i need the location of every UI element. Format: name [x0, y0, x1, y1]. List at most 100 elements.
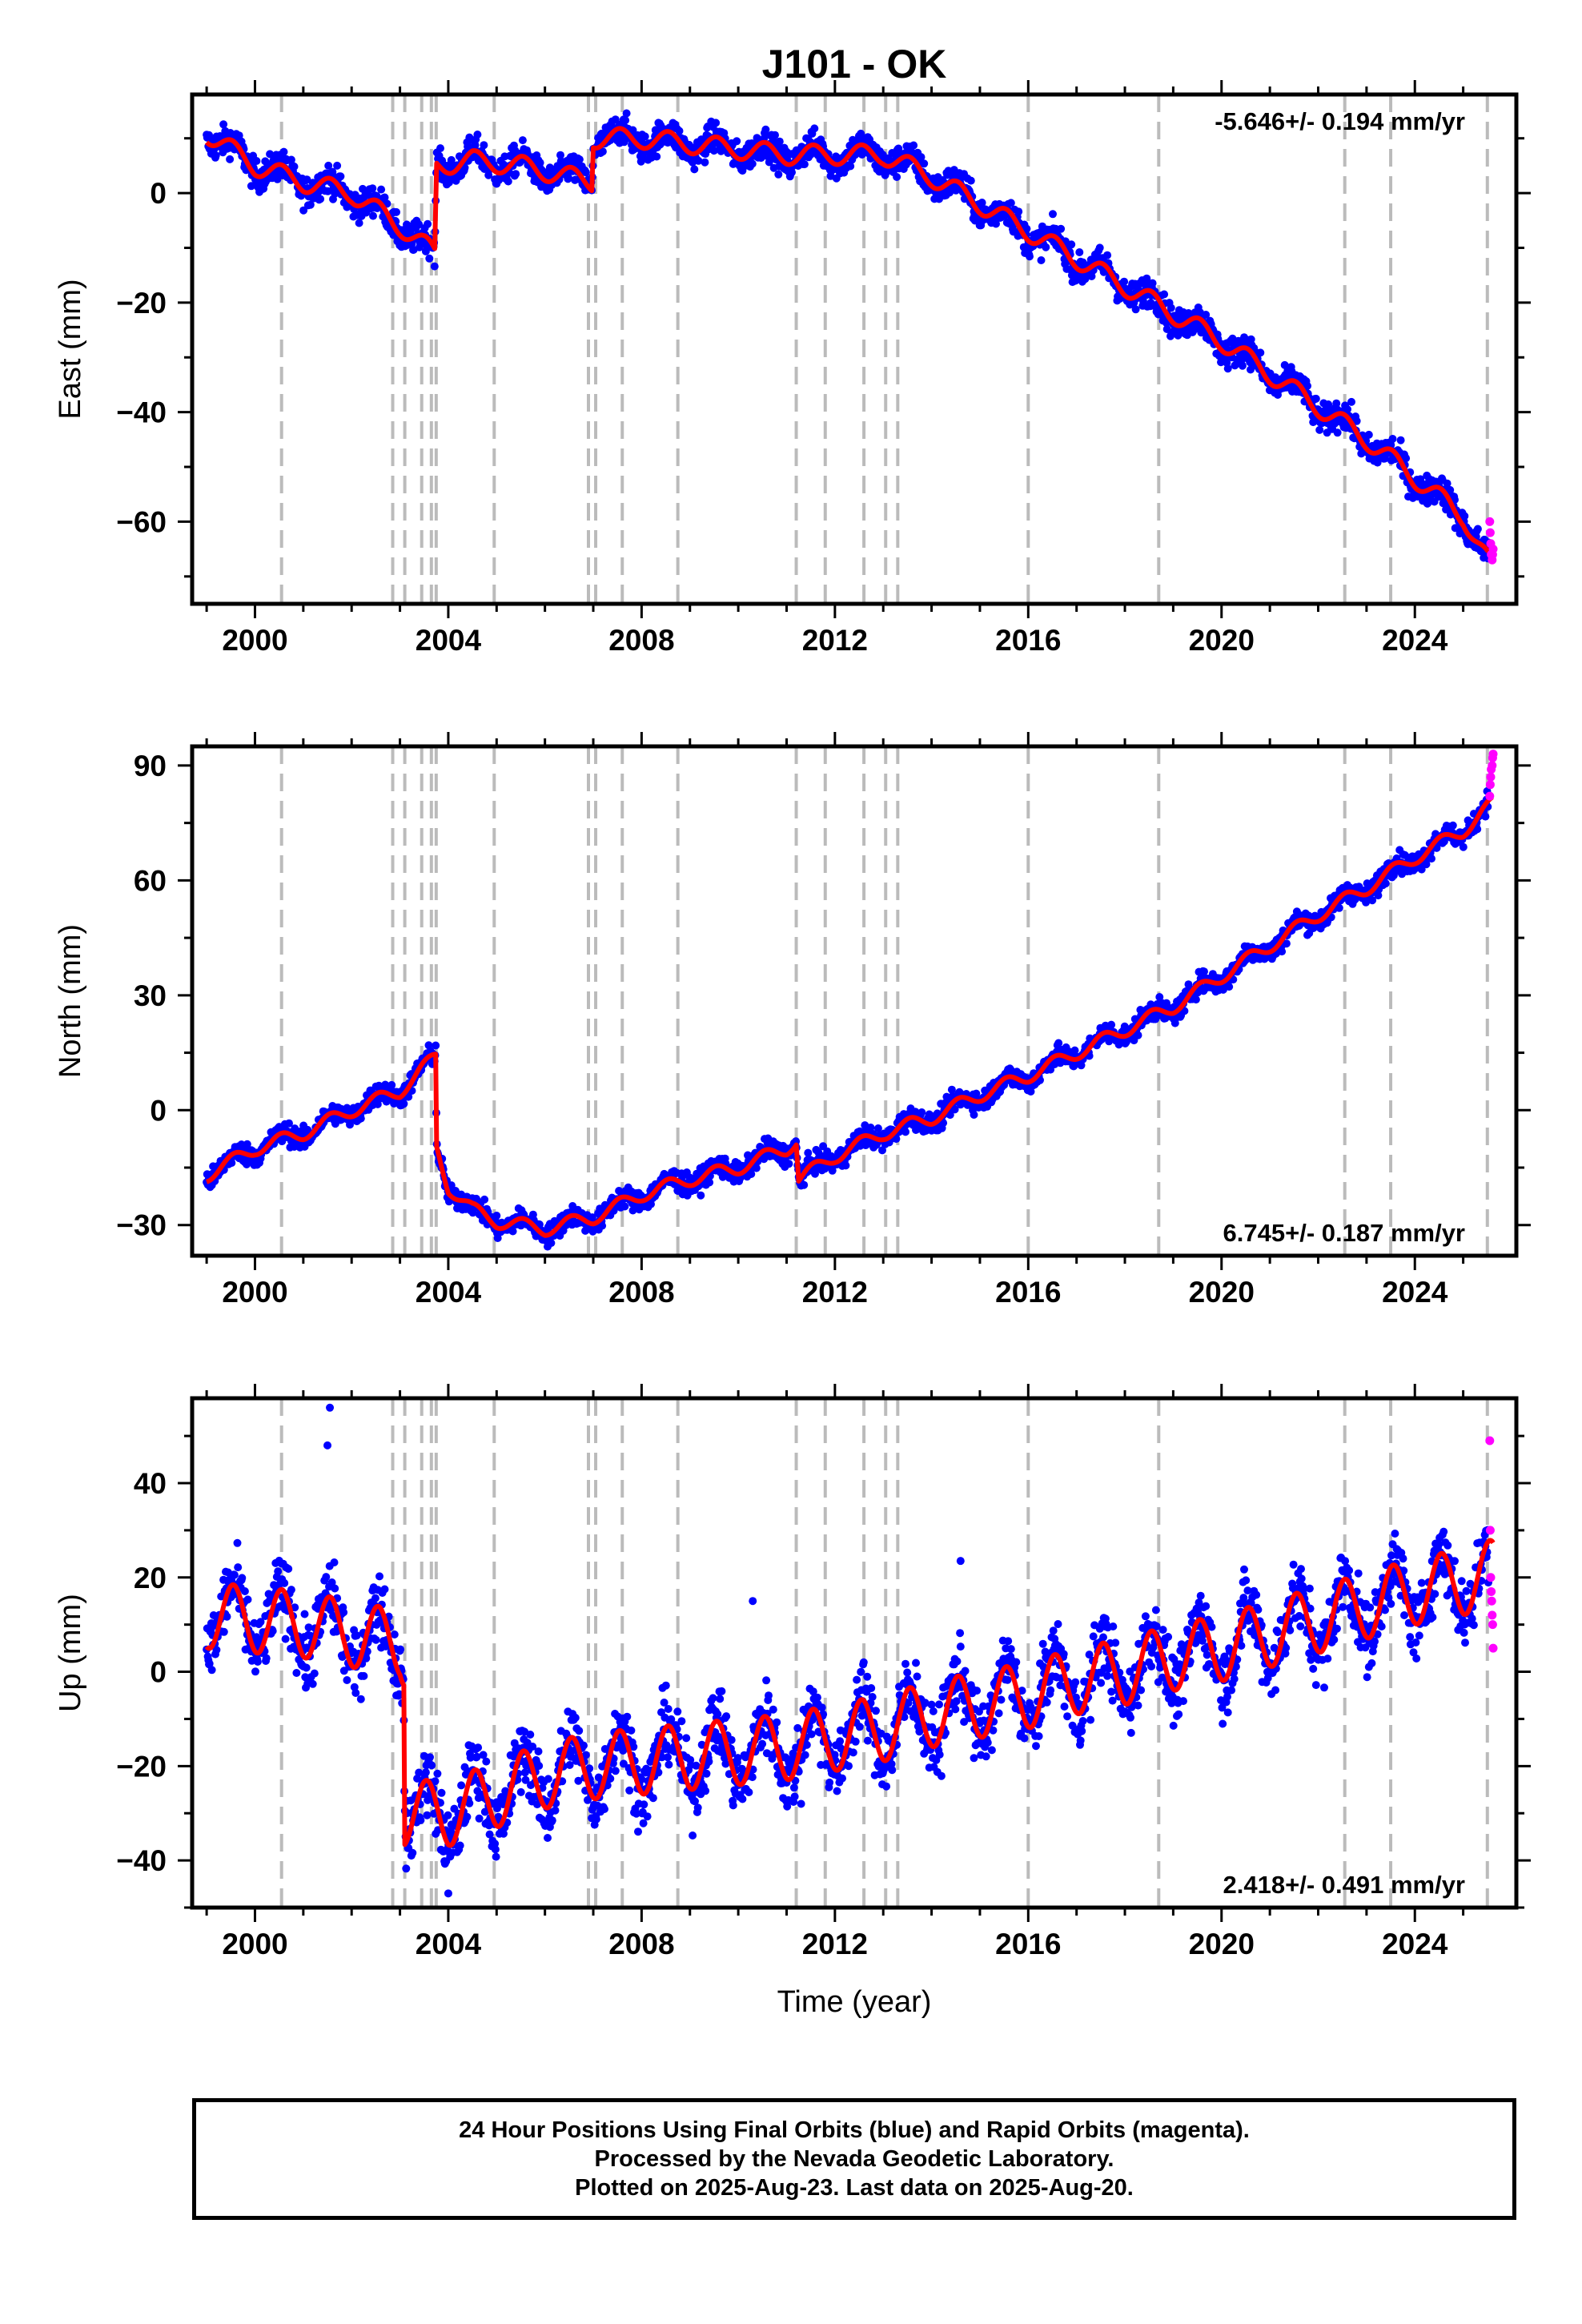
- data-point: [1148, 279, 1157, 287]
- data-point: [1332, 399, 1341, 408]
- data-point: [690, 165, 699, 174]
- data-point: [424, 219, 432, 228]
- data-point: [219, 1627, 228, 1636]
- data-point: [1134, 1031, 1142, 1039]
- data-point: [1446, 485, 1455, 494]
- data-point: [493, 1234, 502, 1242]
- data-point: [359, 1671, 368, 1680]
- data-point: [243, 1140, 251, 1148]
- data-point: [1049, 210, 1057, 219]
- data-point: [316, 195, 325, 203]
- data-point: [233, 1538, 242, 1547]
- data-point: [748, 159, 757, 168]
- data-point: [310, 1669, 319, 1678]
- data-point: [280, 1578, 289, 1587]
- data-point: [588, 1213, 596, 1222]
- plot-area: [203, 746, 1498, 1256]
- rapid-point: [1488, 750, 1498, 759]
- x-tick-label: 2000: [222, 1276, 287, 1309]
- data-point: [1107, 1020, 1116, 1029]
- data-point: [917, 1108, 926, 1116]
- x-tick-label: 2016: [995, 624, 1061, 657]
- x-tick-label: 2020: [1189, 624, 1255, 657]
- data-point: [369, 211, 377, 220]
- figure-title: J101 - OK: [762, 42, 947, 86]
- rapid-orbits-points: [1485, 517, 1498, 565]
- x-tick-label: 2012: [802, 624, 868, 657]
- data-point: [1481, 812, 1490, 821]
- rapid-point: [1488, 761, 1497, 770]
- data-point: [281, 1634, 290, 1643]
- data-point: [1402, 454, 1411, 463]
- data-point: [279, 147, 288, 156]
- data-point: [978, 199, 986, 207]
- y-tick-label: −40: [116, 396, 167, 429]
- data-point: [1256, 348, 1265, 357]
- data-point: [211, 151, 220, 160]
- data-point: [364, 191, 373, 199]
- data-point: [1202, 311, 1211, 319]
- rapid-point: [1485, 528, 1495, 537]
- data-point: [299, 206, 308, 215]
- data-point: [380, 193, 389, 202]
- data-point: [733, 137, 741, 146]
- data-point: [512, 170, 520, 179]
- panel-frame: [190, 744, 1519, 1258]
- data-point: [308, 1679, 317, 1688]
- x-tick-label: 2000: [222, 624, 287, 657]
- data-point: [508, 1227, 517, 1236]
- data-point: [1142, 274, 1151, 283]
- data-point: [343, 1676, 351, 1684]
- panels-group: 2000 2004 2008 2012 2016 2020 20240−20−40−60Ea…: [54, 80, 1531, 2019]
- data-point: [946, 188, 954, 197]
- data-point: [800, 1180, 809, 1189]
- data-point: [387, 1080, 396, 1089]
- data-point: [219, 120, 228, 129]
- data-point: [709, 147, 718, 155]
- data-point: [771, 131, 779, 139]
- data-point: [1448, 821, 1457, 830]
- y-tick-label: −30: [116, 1209, 167, 1242]
- data-point: [920, 159, 929, 168]
- data-point: [536, 159, 544, 167]
- data-point: [800, 160, 809, 169]
- data-point: [697, 1191, 705, 1200]
- y-tick-label: 0: [150, 1094, 167, 1127]
- data-point: [253, 1658, 262, 1666]
- plot-area: [203, 94, 1498, 604]
- y-tick-label: 60: [134, 864, 167, 897]
- data-point: [290, 163, 299, 171]
- data-point: [788, 168, 796, 177]
- data-point: [351, 1689, 360, 1697]
- data-point: [425, 254, 434, 263]
- data-point: [373, 1100, 382, 1108]
- data-point: [292, 1669, 301, 1677]
- y-tick-label: 0: [150, 177, 167, 210]
- data-point: [1388, 435, 1397, 443]
- data-point: [970, 1111, 978, 1119]
- data-point: [287, 1586, 295, 1594]
- x-tick-label: 2020: [1189, 1276, 1255, 1309]
- data-point: [392, 207, 400, 216]
- data-point: [640, 132, 649, 141]
- data-point: [1120, 277, 1129, 286]
- data-point: [480, 141, 488, 150]
- data-point: [701, 158, 709, 167]
- data-point: [1022, 224, 1031, 233]
- data-point: [804, 1148, 813, 1157]
- data-point: [1347, 397, 1355, 406]
- panel-north: 2000 2004 2008 2012 2016 2020 20249060300−30No…: [54, 732, 1531, 1309]
- data-point: [1333, 428, 1342, 437]
- data-point: [1037, 256, 1046, 264]
- panel-up: 2000 2004 2008 2012 2016 2020 202440200−20−40U…: [54, 1384, 1531, 2019]
- data-point: [492, 1212, 501, 1220]
- data-point: [1364, 430, 1373, 439]
- rapid-point: [1485, 780, 1495, 790]
- model-fit-line: [204, 126, 1496, 553]
- data-point: [620, 1202, 629, 1211]
- x-tick-label: 2024: [1382, 624, 1448, 657]
- data-point: [992, 219, 1000, 228]
- data-point: [377, 185, 386, 194]
- data-point: [226, 155, 235, 163]
- data-point: [1352, 416, 1361, 425]
